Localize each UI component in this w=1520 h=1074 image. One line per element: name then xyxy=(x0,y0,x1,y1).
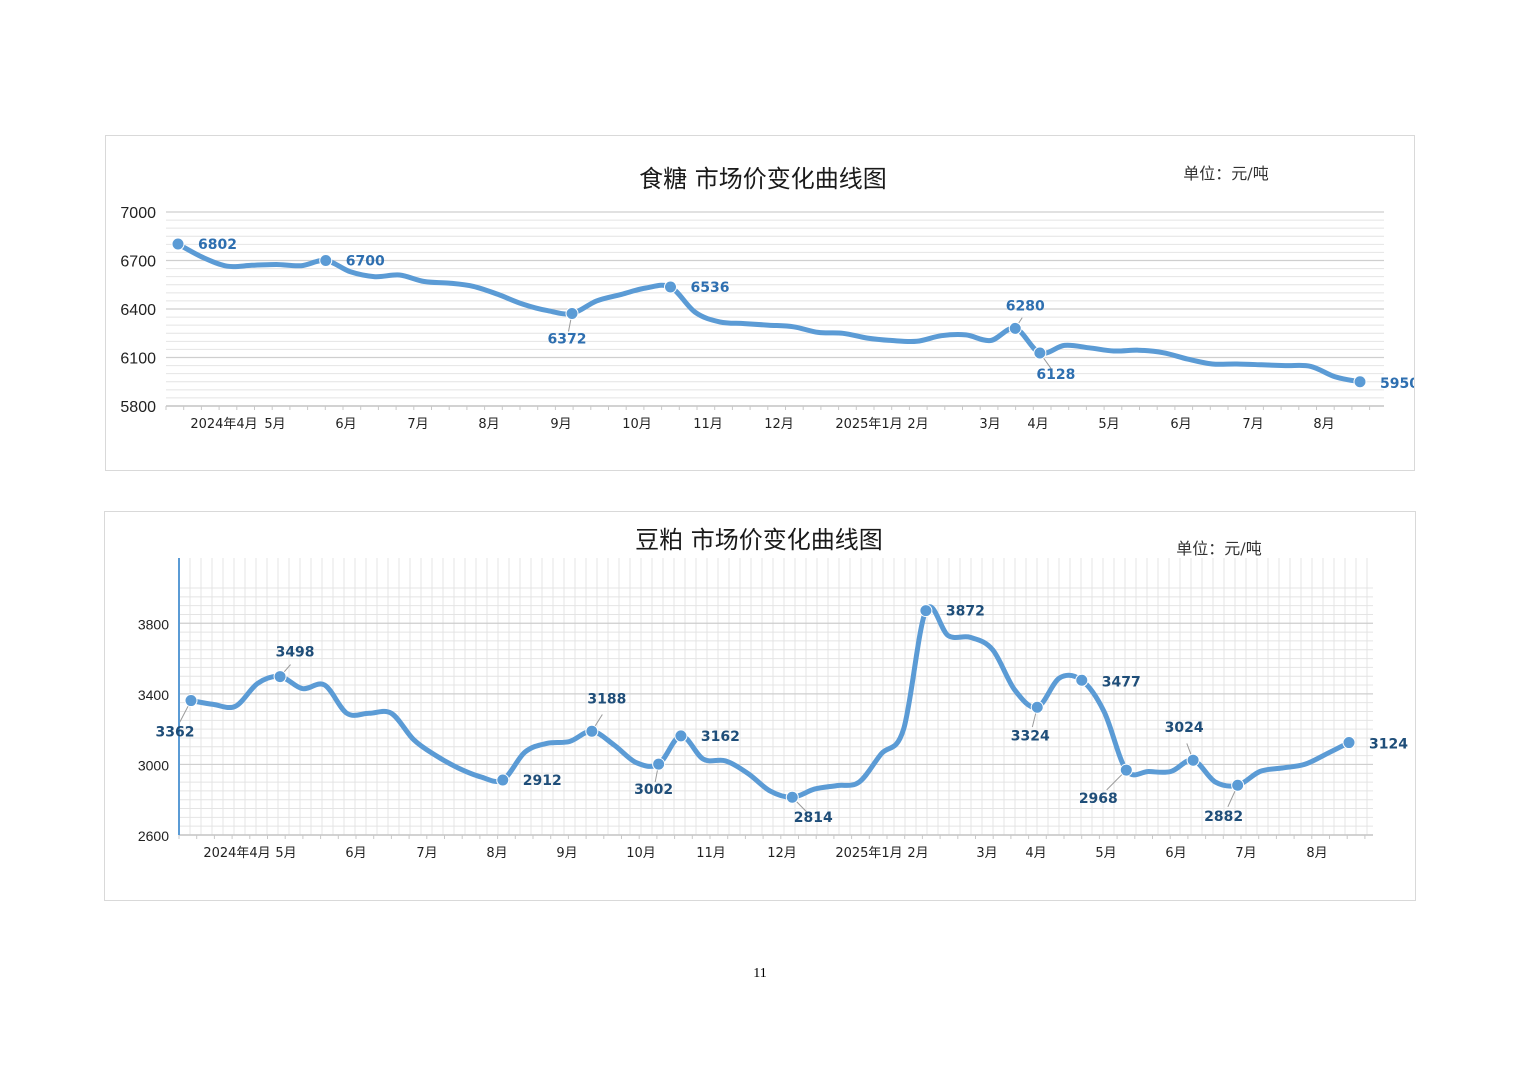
soymeal-data-point xyxy=(652,757,666,771)
sugar-unit-label: 单位：元/吨 xyxy=(1183,164,1268,183)
soymeal-x-tick-label: 10月 xyxy=(626,846,656,861)
sugar-x-tick-label: 5月 xyxy=(1098,417,1119,432)
soymeal-data-point xyxy=(674,729,688,743)
soymeal-data-label: 3477 xyxy=(1102,674,1141,690)
sugar-price-line xyxy=(175,241,1363,385)
soymeal-data-point xyxy=(1231,778,1245,792)
soymeal-data-label: 2882 xyxy=(1204,809,1243,825)
sugar-data-label: 6372 xyxy=(548,332,587,348)
sugar-x-tick-label: 5月 xyxy=(264,417,285,432)
soymeal-data-point xyxy=(1119,763,1133,777)
soymeal-x-tick-label: 7月 xyxy=(416,846,437,861)
soymeal-chart-frame: 豆粕 市场价变化曲线图 单位：元/吨 2600 3000 3400 3800 2024年4月… xyxy=(104,511,1416,901)
soymeal-data-label: 3024 xyxy=(1165,720,1204,736)
sugar-x-tick-label: 4月 xyxy=(1027,417,1048,432)
soymeal-data-point xyxy=(1342,736,1356,750)
sugar-x-tick-label: 8月 xyxy=(1313,417,1334,432)
soymeal-data-label: 3162 xyxy=(701,729,740,745)
soymeal-x-tick-label: 9月 xyxy=(556,846,577,861)
soymeal-data-label: 3324 xyxy=(1011,728,1050,744)
soymeal-y-tick-label: 3000 xyxy=(138,757,169,773)
sugar-y-tick-label: 6400 xyxy=(120,302,156,319)
soymeal-data-point xyxy=(1030,700,1044,714)
sugar-x-tick-label: 6月 xyxy=(1170,417,1191,432)
soymeal-x-tick-label: 5月 xyxy=(275,846,296,861)
soymeal-data-point xyxy=(1186,753,1200,767)
page-number: 11 xyxy=(753,966,767,981)
sugar-data-label: 5950 xyxy=(1380,376,1414,392)
soymeal-data-point xyxy=(496,773,510,787)
soymeal-data-point xyxy=(919,604,933,618)
sugar-y-tick-label: 6700 xyxy=(120,254,156,271)
soymeal-data-label: 3188 xyxy=(587,691,626,707)
sugar-gridlines xyxy=(166,211,1384,407)
sugar-x-tick-label: 2024年4月 xyxy=(190,417,257,432)
soymeal-price-chart: 豆粕 市场价变化曲线图 单位：元/吨 2600 3000 3400 3800 2024年4月… xyxy=(138,526,1408,861)
soymeal-data-label: 3498 xyxy=(276,645,315,661)
sugar-x-tick-label: 12月 xyxy=(764,417,794,432)
sugar-data-point xyxy=(565,307,579,321)
sugar-x-tick-label: 11月 xyxy=(693,417,723,432)
soymeal-data-label: 2912 xyxy=(523,773,562,789)
soymeal-data-label: 3002 xyxy=(634,782,673,798)
sugar-data-point xyxy=(1353,375,1367,389)
soymeal-x-tick-label: 8月 xyxy=(1306,846,1327,861)
soymeal-y-tick-label: 3800 xyxy=(138,616,169,632)
sugar-data-point xyxy=(319,254,333,267)
soymeal-x-tick-label: 2024年4月 xyxy=(203,846,270,861)
soymeal-x-tick-label: 2025年1月 xyxy=(835,846,902,861)
sugar-x-tick-label: 10月 xyxy=(622,417,652,432)
soymeal-data-point xyxy=(184,694,198,708)
soymeal-data-point xyxy=(585,724,599,738)
sugar-x-tick-label: 6月 xyxy=(335,417,356,432)
sugar-data-point xyxy=(171,237,185,251)
soymeal-x-tick-label: 5月 xyxy=(1095,846,1116,861)
sugar-x-tick-label: 2月 xyxy=(907,417,928,432)
sugar-data-label: 6536 xyxy=(691,280,730,296)
soymeal-x-tick-label: 8月 xyxy=(486,846,507,861)
sugar-y-tick-label: 7000 xyxy=(120,205,156,222)
soymeal-x-tick-label: 11月 xyxy=(696,846,726,861)
soymeal-data-point xyxy=(273,670,287,684)
sugar-x-tick-label: 9月 xyxy=(550,417,571,432)
soymeal-y-tick-label: 2600 xyxy=(138,828,169,844)
sugar-x-tick-label: 7月 xyxy=(407,417,428,432)
soymeal-data-label: 3124 xyxy=(1369,737,1408,753)
sugar-data-label: 6280 xyxy=(1006,298,1045,314)
soymeal-price-line xyxy=(188,604,1352,800)
sugar-chart-title: 食糖 市场价变化曲线图 xyxy=(639,165,887,193)
sugar-x-tick-label: 7月 xyxy=(1242,417,1263,432)
sugar-price-chart: 食糖 市场价变化曲线图 单位：元/吨 5800 6100 6400 6700 7000 202… xyxy=(120,164,1414,432)
soymeal-x-tick-label: 7月 xyxy=(1235,846,1256,861)
soymeal-x-tick-label: 6月 xyxy=(1165,846,1186,861)
sugar-x-tick-label: 3月 xyxy=(979,417,1000,432)
sugar-x-tick-label: 2025年1月 xyxy=(835,417,902,432)
sugar-data-point xyxy=(1033,346,1047,360)
sugar-data-point xyxy=(1008,321,1022,335)
soymeal-x-tick-label: 6月 xyxy=(345,846,366,861)
sugar-data-label: 6802 xyxy=(198,237,237,253)
soymeal-chart-title: 豆粕 市场价变化曲线图 xyxy=(635,526,883,554)
soymeal-data-point xyxy=(785,790,799,804)
soymeal-x-tick-label: 3月 xyxy=(976,846,997,861)
soymeal-x-tick-label: 2月 xyxy=(907,846,928,861)
soymeal-unit-label: 单位：元/吨 xyxy=(1176,539,1261,558)
sugar-y-tick-label: 5800 xyxy=(120,399,156,416)
sugar-data-point xyxy=(664,280,677,294)
soymeal-y-tick-label: 3400 xyxy=(138,687,169,703)
sugar-chart-frame: 食糖 市场价变化曲线图 单位：元/吨 5800 6100 6400 6700 7000 202… xyxy=(105,135,1415,471)
soymeal-data-point xyxy=(1075,673,1089,687)
soymeal-data-label: 2814 xyxy=(794,810,833,826)
soymeal-data-label: 3362 xyxy=(156,725,195,741)
soymeal-data-label: 3872 xyxy=(946,604,985,620)
sugar-data-label: 6128 xyxy=(1036,367,1075,383)
soymeal-x-tick-label: 12月 xyxy=(767,846,797,861)
sugar-data-label: 6700 xyxy=(346,254,385,270)
sugar-x-tick-label: 8月 xyxy=(478,417,499,432)
soymeal-x-tick-label: 4月 xyxy=(1025,846,1046,861)
soymeal-data-label: 2968 xyxy=(1079,791,1118,807)
soymeal-gridlines xyxy=(178,558,1373,836)
sugar-y-tick-label: 6100 xyxy=(120,351,156,368)
